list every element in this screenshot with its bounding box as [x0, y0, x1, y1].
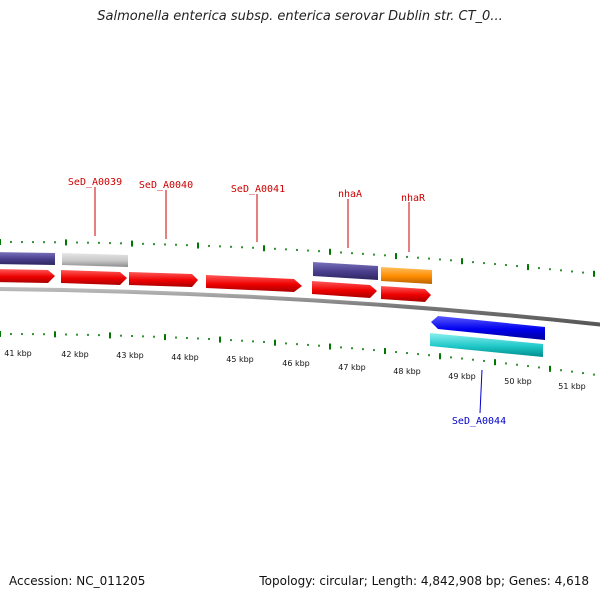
leader-sed-a0044 [479, 369, 483, 414]
kbp-label: 44 kbp [171, 353, 199, 362]
genome-summary-text: Topology: circular; Length: 4,842,908 bp… [259, 574, 589, 588]
label-sed-a0044: SeD_A0044 [452, 416, 506, 427]
gene-sed-a0039 [62, 253, 128, 267]
lower-tick-track [0, 331, 595, 376]
kbp-label: 50 kbp [504, 377, 532, 386]
kbp-label: 41 kbp [4, 349, 32, 358]
label-sed-a0040: SeD_A0040 [139, 180, 193, 191]
label-sed-a0041: SeD_A0041 [231, 184, 285, 195]
kbp-label: 46 kbp [282, 359, 310, 368]
gene-red-arrow-5 [312, 281, 377, 298]
kbp-label: 45 kbp [226, 355, 254, 364]
gene-red-arrow-1 [0, 269, 55, 283]
gene-red-arrow-2 [61, 270, 127, 285]
kbp-label: 47 kbp [338, 363, 366, 372]
kbp-label: 43 kbp [116, 351, 144, 360]
gene-red-arrow-6 [381, 286, 431, 302]
gene-red-arrow-3 [129, 272, 198, 287]
accession-text: Accession: NC_011205 [9, 574, 146, 588]
gene-nhaa [313, 262, 378, 280]
upper-tick-track [0, 239, 595, 277]
kbp-labels: 41 kbp 42 kbp 43 kbp 44 kbp 45 kbp 46 kb… [4, 349, 586, 391]
kbp-label: 48 kbp [393, 367, 421, 376]
label-nhaa: nhaA [338, 189, 362, 200]
gene-blue-reverse [431, 316, 545, 340]
chromosome-backbone [0, 287, 600, 327]
gene-red-arrow-4 [206, 275, 302, 292]
gene-nhar [381, 267, 432, 284]
label-nhar: nhaR [401, 193, 426, 204]
kbp-label: 49 kbp [448, 372, 476, 381]
label-sed-a0039: SeD_A0039 [68, 177, 122, 188]
genome-title: Salmonella enterica subsp. enterica sero… [97, 9, 503, 24]
gene-sed-a0044 [430, 333, 543, 357]
gene-slate-left [0, 252, 55, 265]
kbp-label: 42 kbp [61, 350, 89, 359]
kbp-label: 51 kbp [558, 382, 586, 391]
